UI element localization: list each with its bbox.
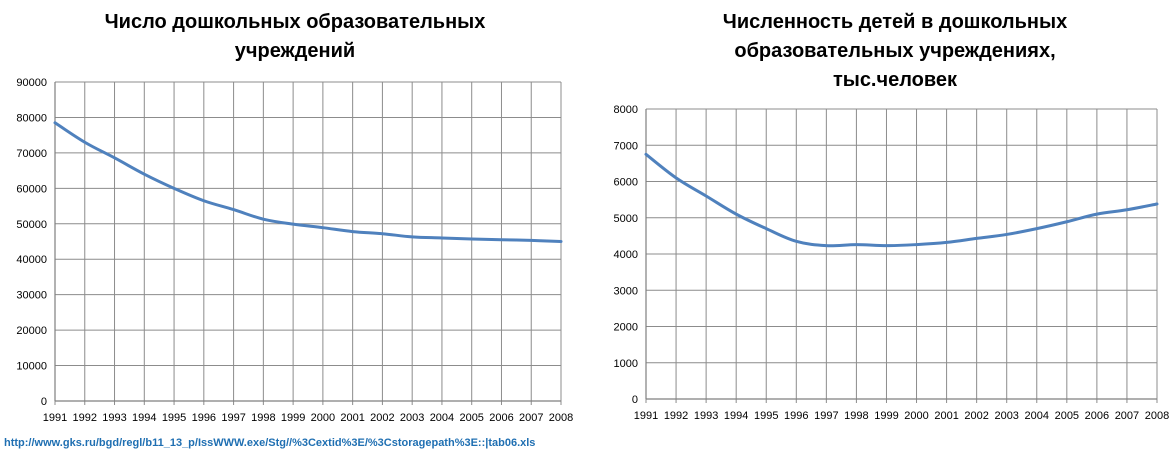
x-tick-label: 2000 bbox=[311, 412, 335, 424]
source-link[interactable]: http://www.gks.ru/bgd/regl/b11_13_p/IssW… bbox=[4, 437, 536, 449]
x-tick-label: 1991 bbox=[43, 412, 67, 424]
y-tick-label: 40000 bbox=[16, 254, 47, 266]
chart-0: 0 10000 20000 30000 40000 50000 60000 70000 8000… bbox=[16, 77, 573, 424]
x-tick-label: 2004 bbox=[430, 412, 454, 424]
x-tick-label: 1995 bbox=[162, 412, 186, 424]
x-tick-label: 2006 bbox=[1085, 410, 1109, 422]
chart-1: 0 1000 2000 3000 4000 5000 6000 7000 8000 1991 199… bbox=[614, 104, 1170, 422]
x-tick-label: 1999 bbox=[281, 412, 305, 424]
chart-title-institutions: Число дошкольных образовательных учрежде… bbox=[104, 11, 486, 62]
x-tick-label: 2001 bbox=[934, 410, 958, 422]
x-tick-label: 2008 bbox=[1145, 410, 1169, 422]
x-tick-label: 1997 bbox=[814, 410, 838, 422]
y-tick-label: 30000 bbox=[16, 290, 47, 302]
x-tick-label: 1994 bbox=[132, 412, 156, 424]
x-tick-label: 1995 bbox=[754, 410, 778, 422]
chart-title-children: Численность детей в дошкольных образоват… bbox=[722, 11, 1068, 91]
y-tick-label: 3000 bbox=[614, 285, 638, 297]
x-tick-label: 2000 bbox=[904, 410, 928, 422]
x-tick-label: 1998 bbox=[844, 410, 868, 422]
y-tick-label: 10000 bbox=[16, 361, 47, 373]
y-tick-label: 4000 bbox=[614, 249, 638, 261]
x-tick-label: 1996 bbox=[784, 410, 808, 422]
x-tick-label: 1993 bbox=[694, 410, 718, 422]
y-tick-label: 5000 bbox=[614, 213, 638, 225]
x-tick-label: 2003 bbox=[400, 412, 424, 424]
y-tick-label: 8000 bbox=[614, 104, 638, 116]
x-tick-label: 2007 bbox=[519, 412, 543, 424]
x-tick-label: 2008 bbox=[549, 412, 573, 424]
y-tick-label: 1000 bbox=[614, 358, 638, 370]
x-tick-label: 1999 bbox=[874, 410, 898, 422]
x-tick-label: 2005 bbox=[459, 412, 483, 424]
y-tick-label: 6000 bbox=[614, 177, 638, 189]
x-tick-label: 2002 bbox=[370, 412, 394, 424]
y-tick-label: 70000 bbox=[16, 148, 47, 160]
x-tick-label: 1996 bbox=[192, 412, 216, 424]
x-tick-label: 2007 bbox=[1115, 410, 1139, 422]
series-line bbox=[644, 152, 1159, 248]
y-tick-label: 90000 bbox=[16, 77, 47, 89]
y-tick-label: 20000 bbox=[16, 325, 47, 337]
x-tick-label: 2006 bbox=[489, 412, 513, 424]
x-tick-label: 1994 bbox=[724, 410, 748, 422]
y-tick-label: 60000 bbox=[16, 183, 47, 195]
y-tick-label: 0 bbox=[632, 394, 638, 406]
x-tick-label: 2004 bbox=[1025, 410, 1049, 422]
series-line bbox=[53, 121, 563, 243]
x-tick-label: 2003 bbox=[994, 410, 1018, 422]
x-tick-label: 1991 bbox=[634, 410, 658, 422]
x-tick-label: 2002 bbox=[964, 410, 988, 422]
x-tick-label: 2005 bbox=[1055, 410, 1079, 422]
y-tick-label: 80000 bbox=[16, 112, 47, 124]
x-tick-label: 1993 bbox=[102, 412, 126, 424]
x-tick-label: 1998 bbox=[251, 412, 275, 424]
x-tick-label: 2001 bbox=[340, 412, 364, 424]
y-tick-label: 2000 bbox=[614, 322, 638, 334]
y-tick-label: 50000 bbox=[16, 219, 47, 231]
y-tick-label: 7000 bbox=[614, 140, 638, 152]
x-tick-label: 1992 bbox=[73, 412, 97, 424]
y-tick-label: 0 bbox=[41, 396, 47, 408]
x-tick-label: 1992 bbox=[664, 410, 688, 422]
x-tick-label: 1997 bbox=[221, 412, 245, 424]
